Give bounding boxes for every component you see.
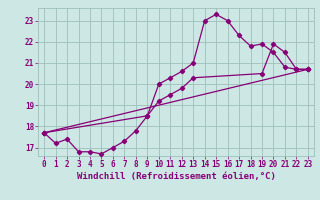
X-axis label: Windchill (Refroidissement éolien,°C): Windchill (Refroidissement éolien,°C) — [76, 172, 276, 181]
